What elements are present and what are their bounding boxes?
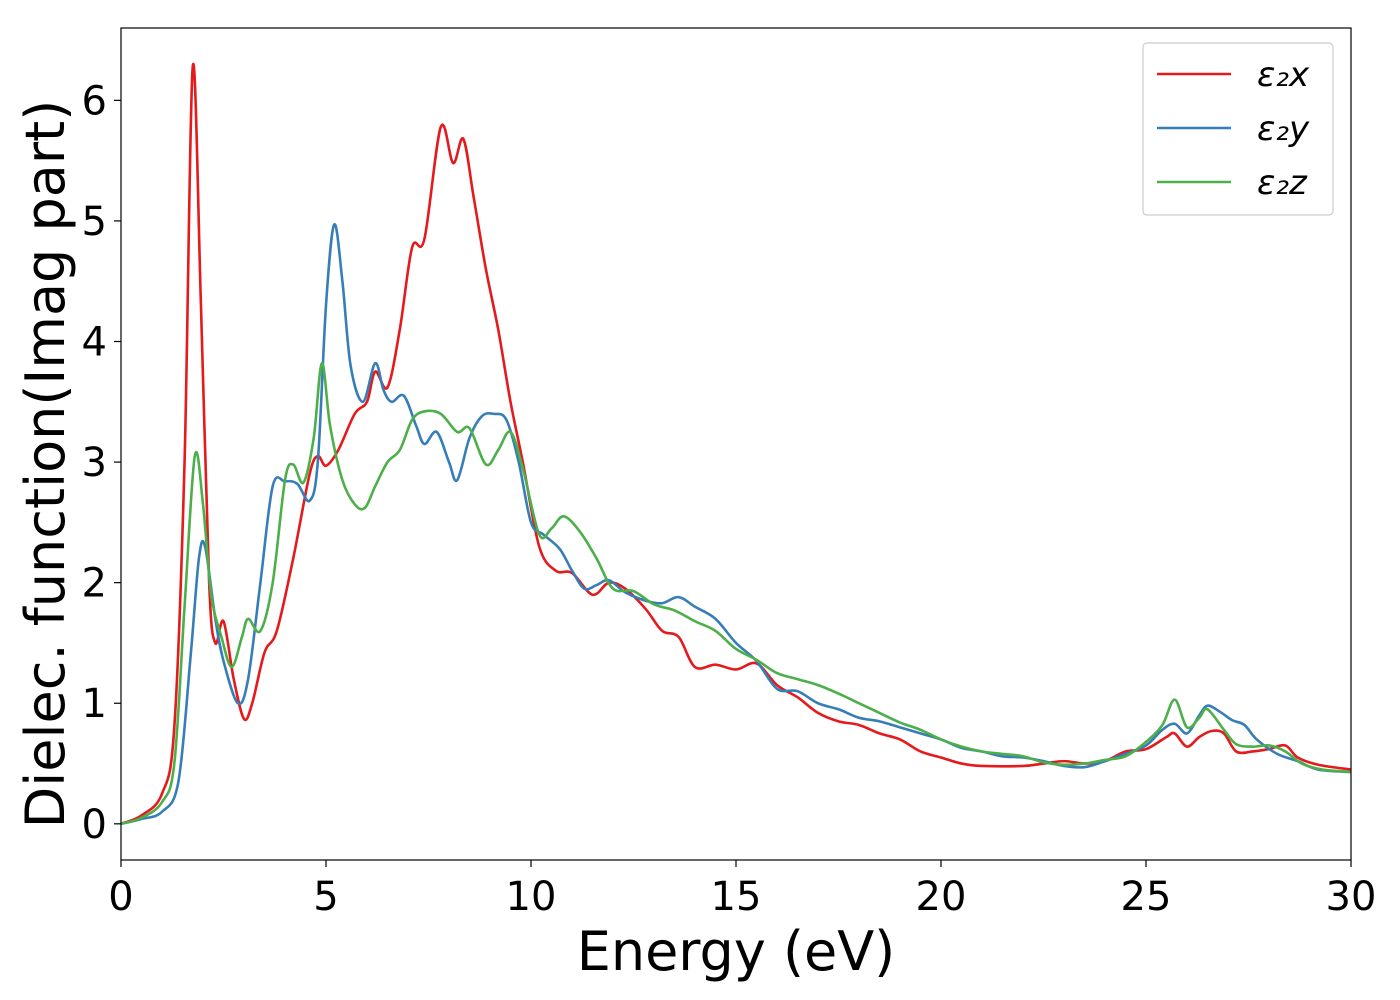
y-axis-ticks: 0 1 2 3 4 5 6: [82, 78, 121, 848]
legend: ε₂x ε₂y ε₂z: [1142, 42, 1334, 216]
legend-box: [1142, 42, 1334, 216]
y-tick-label-6: 6: [82, 78, 107, 124]
y-tick-label-4: 4: [82, 320, 107, 366]
y-tick-label-3: 3: [82, 440, 107, 486]
series-line-2: [121, 361, 1351, 826]
series-layer: [121, 62, 1351, 826]
y-tick-label-5: 5: [82, 199, 107, 245]
legend-label-0: ε₂x: [1257, 55, 1310, 95]
series-line-0: [121, 62, 1351, 826]
y-tick-label-1: 1: [82, 681, 107, 727]
y-axis-title: Dielec. function(Imag part): [14, 100, 77, 829]
x-tick-label-4: 20: [916, 874, 967, 920]
y-tick-label-2: 2: [82, 561, 107, 607]
x-tick-label-3: 15: [711, 874, 762, 920]
x-tick-label-1: 5: [313, 874, 338, 920]
legend-label-1: ε₂y: [1257, 109, 1310, 149]
x-axis-title: Energy (eV): [577, 920, 896, 983]
y-tick-label-0: 0: [82, 802, 107, 848]
x-tick-label-5: 25: [1121, 874, 1172, 920]
x-tick-label-2: 10: [506, 874, 557, 920]
x-tick-label-0: 0: [108, 874, 133, 920]
x-axis-ticks: 0 5 10 15 20 25 30: [108, 860, 1376, 920]
legend-label-2: ε₂z: [1257, 163, 1308, 203]
x-tick-label-6: 30: [1326, 874, 1377, 920]
